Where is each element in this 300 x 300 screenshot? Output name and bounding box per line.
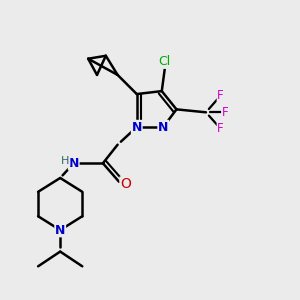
Text: N: N [132, 121, 142, 134]
Text: F: F [222, 106, 228, 119]
Text: N: N [158, 121, 168, 134]
Text: N: N [55, 224, 65, 237]
Text: F: F [218, 122, 224, 135]
Text: Cl: Cl [159, 55, 171, 68]
Text: H: H [61, 156, 70, 166]
Text: F: F [218, 89, 224, 102]
Text: N: N [69, 157, 79, 170]
Text: O: O [120, 177, 131, 191]
